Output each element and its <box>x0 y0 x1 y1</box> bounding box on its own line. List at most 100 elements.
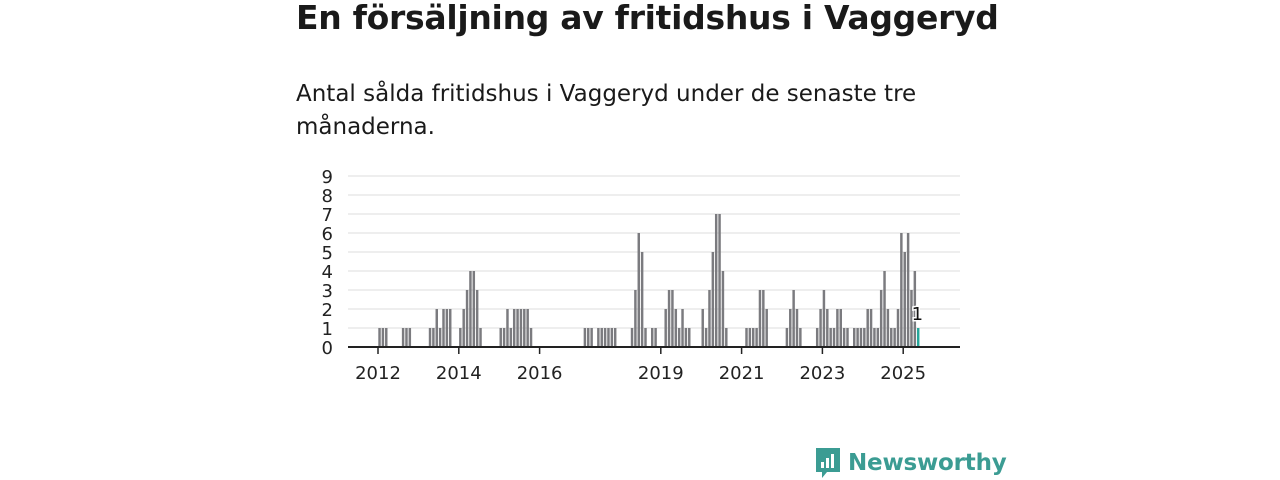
bar <box>651 328 654 347</box>
bar <box>863 328 866 347</box>
bar <box>613 328 617 347</box>
y-tick-label: 2 <box>322 300 333 321</box>
bar <box>681 309 684 347</box>
bar <box>879 290 883 347</box>
bar <box>401 328 405 347</box>
bar <box>856 328 859 347</box>
bar <box>883 271 886 347</box>
newsworthy-logo-icon <box>816 448 840 478</box>
bar <box>859 328 863 347</box>
bar <box>523 309 526 347</box>
bar <box>748 328 752 347</box>
bar <box>718 214 721 347</box>
bar <box>826 309 829 347</box>
bar <box>590 328 593 347</box>
y-tick-label: 4 <box>322 262 333 283</box>
bar <box>873 328 876 347</box>
bar <box>866 309 869 347</box>
bars <box>378 214 920 347</box>
y-tick-label: 8 <box>322 186 333 207</box>
bar <box>842 328 846 347</box>
y-tick-label: 3 <box>322 281 333 302</box>
bar <box>610 328 614 347</box>
bar <box>721 271 725 347</box>
bar <box>708 290 711 347</box>
bar <box>381 328 385 347</box>
bar <box>792 290 795 347</box>
bar <box>529 328 533 347</box>
bar <box>725 328 728 347</box>
bar <box>714 214 718 347</box>
bar <box>785 328 789 347</box>
y-tick-label: 6 <box>322 224 333 245</box>
y-tick-label: 7 <box>322 205 333 226</box>
bar <box>900 233 903 347</box>
bar <box>789 309 792 347</box>
bar <box>634 290 637 347</box>
bar <box>600 328 603 347</box>
bar <box>896 309 900 347</box>
bar <box>469 271 472 347</box>
bar <box>839 309 842 347</box>
bar <box>795 309 799 347</box>
bar <box>597 328 600 347</box>
bar <box>815 328 819 347</box>
brand-name: Newsworthy <box>848 450 1007 476</box>
bar <box>853 328 856 347</box>
highlight-value-label: 1 <box>912 304 923 325</box>
bar <box>886 309 890 347</box>
x-tick-label: 2016 <box>517 363 563 384</box>
bar <box>677 328 681 347</box>
bar <box>637 233 640 347</box>
bar <box>704 328 708 347</box>
bar <box>903 252 906 347</box>
bar <box>509 328 513 347</box>
x-tick-label: 2019 <box>638 363 684 384</box>
chart-title: En försäljning av fritidshus i Vaggeryd <box>296 0 999 37</box>
bar <box>449 309 452 347</box>
chart-subtitle: Antal sålda fritidshus i Vaggeryd under … <box>296 81 917 140</box>
bar <box>846 328 849 347</box>
x-tick-label: 2012 <box>355 363 401 384</box>
bar <box>644 328 647 347</box>
bar <box>516 309 519 347</box>
y-tick-label: 9 <box>322 167 333 188</box>
bar <box>688 328 691 347</box>
bar <box>819 309 822 347</box>
bar <box>462 309 465 347</box>
bar <box>765 309 768 347</box>
bar <box>654 328 657 347</box>
bar <box>475 290 479 347</box>
bar <box>910 290 913 347</box>
bar <box>762 290 765 347</box>
bar <box>711 252 715 347</box>
bar <box>583 328 587 347</box>
grid-lines <box>348 175 960 329</box>
bar <box>435 309 438 347</box>
bar <box>752 328 755 347</box>
bar <box>799 328 802 347</box>
bar <box>684 328 688 347</box>
bar <box>526 309 529 347</box>
x-tick-label: 2021 <box>719 363 765 384</box>
bar <box>607 328 610 347</box>
bar <box>664 309 667 347</box>
bar <box>405 328 408 347</box>
data-labels: 1 <box>910 303 924 327</box>
bar <box>472 271 476 347</box>
bar-highlight <box>916 328 920 347</box>
bar <box>640 252 644 347</box>
bar <box>667 290 671 347</box>
y-tick-label: 0 <box>322 338 333 359</box>
bar <box>512 309 516 347</box>
bar <box>587 328 590 347</box>
bar <box>506 309 509 347</box>
bar <box>674 309 678 347</box>
bar <box>378 328 381 347</box>
bar <box>890 328 893 347</box>
bar <box>832 328 836 347</box>
bar <box>758 290 762 347</box>
x-tick-label: 2014 <box>436 363 482 384</box>
bar <box>465 290 469 347</box>
